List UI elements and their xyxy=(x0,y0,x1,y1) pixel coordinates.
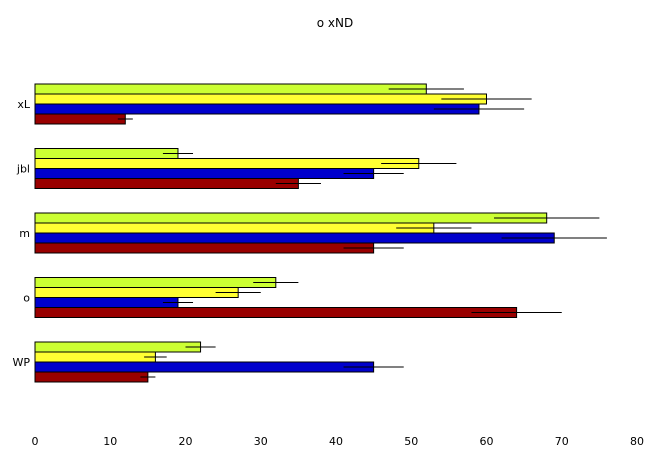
bar xyxy=(34,168,375,179)
chart-marks: xL jbl m o WP 0 10 20 30 40 50 60 70 80 xyxy=(12,83,644,448)
bar xyxy=(34,222,435,234)
x-tick-label: 0 xyxy=(32,435,39,448)
bar xyxy=(34,277,277,288)
x-tick-label: 10 xyxy=(103,435,117,448)
bar xyxy=(34,103,480,115)
bar xyxy=(34,242,375,254)
bar xyxy=(34,297,179,308)
bar xyxy=(34,158,420,169)
bar xyxy=(34,178,299,189)
category-label: jbl xyxy=(16,163,30,176)
bar xyxy=(34,232,555,244)
x-tick-label: 70 xyxy=(555,435,569,448)
x-tick-label: 30 xyxy=(254,435,268,448)
x-tick-label: 40 xyxy=(329,435,343,448)
bar xyxy=(34,361,375,373)
category-label: xL xyxy=(17,98,31,111)
bar xyxy=(34,148,179,159)
x-tick-label: 60 xyxy=(480,435,494,448)
bar xyxy=(34,212,548,224)
bar xyxy=(34,113,126,125)
bar xyxy=(34,307,518,318)
bar xyxy=(34,371,149,383)
bar xyxy=(34,341,202,353)
category-label: o xyxy=(23,292,30,305)
category-label: WP xyxy=(12,356,30,369)
x-tick-label: 80 xyxy=(630,435,644,448)
category-label: m xyxy=(19,227,30,240)
bar xyxy=(34,83,427,95)
bar xyxy=(34,351,156,363)
bar xyxy=(34,287,239,298)
chart-title: o xND xyxy=(317,16,353,30)
x-tick-label: 20 xyxy=(179,435,193,448)
bar xyxy=(34,93,487,105)
x-tick-label: 50 xyxy=(404,435,418,448)
